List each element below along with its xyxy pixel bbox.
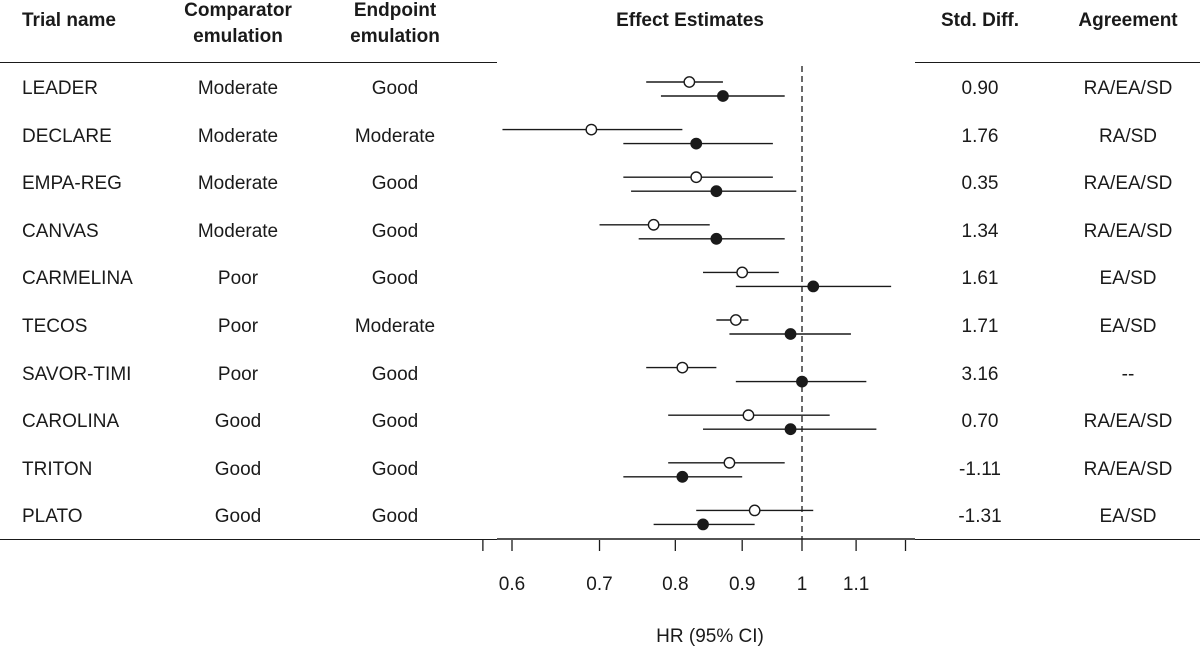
endpoint-emulation-cell: Good <box>371 363 419 385</box>
x-axis-tick-label: 1.1 <box>843 574 869 595</box>
footer-rule-left <box>0 539 497 540</box>
open-point-estimate <box>736 266 749 279</box>
footer-rule-right <box>915 539 1200 540</box>
x-axis-tick-label: 0.6 <box>499 574 525 595</box>
comparator-emulation-cell: Poor <box>217 268 259 290</box>
std-diff-cell: 0.70 <box>961 411 999 433</box>
comparator-emulation-cell: Moderate <box>197 125 279 147</box>
trial-name-cell: EMPA-REG <box>22 173 122 195</box>
header-trial-name: Trial name <box>22 10 116 31</box>
header-comparator-line2: emulation <box>193 26 283 47</box>
open-point-estimate <box>723 456 736 469</box>
agreement-cell: RA/EA/SD <box>1083 411 1173 433</box>
comparator-emulation-cell: Good <box>214 506 262 528</box>
open-point-estimate <box>729 314 742 326</box>
trial-name-cell: PLATO <box>22 506 83 528</box>
endpoint-emulation-cell: Good <box>371 506 419 528</box>
filled-point-estimate <box>710 185 723 198</box>
x-axis-title: HR (95% CI) <box>656 626 764 647</box>
trial-name-cell: CAROLINA <box>22 411 120 433</box>
trial-name-cell: LEADER <box>22 78 99 99</box>
header-endpoint-line2: emulation <box>350 26 440 47</box>
std-diff-cell: 1.71 <box>961 316 999 337</box>
std-diff-cell: 0.90 <box>961 78 999 99</box>
header-effect-estimates: Effect Estimates <box>616 10 764 31</box>
std-diff-cell: 0.35 <box>961 173 999 195</box>
x-axis-tick-label: 0.9 <box>729 574 755 595</box>
x-axis-tick-label: 0.8 <box>662 574 688 595</box>
open-point-estimate <box>585 123 598 136</box>
agreement-cell: -- <box>1121 363 1135 385</box>
filled-point-estimate <box>710 232 723 245</box>
endpoint-emulation-cell: Good <box>371 268 419 290</box>
header-rule-right <box>915 62 1200 63</box>
open-point-estimate <box>742 409 755 422</box>
x-axis-tick-label: 1 <box>797 574 808 595</box>
std-diff-cell: 3.16 <box>961 363 999 385</box>
header-comparator-line1: Comparator <box>184 0 292 21</box>
open-point-estimate <box>676 361 689 374</box>
trial-name-cell: TRITON <box>22 458 93 480</box>
endpoint-emulation-cell: Good <box>371 173 419 195</box>
agreement-cell: RA/SD <box>1098 125 1158 147</box>
endpoint-emulation-cell: Good <box>371 78 419 99</box>
trial-name-cell: CANVAS <box>22 220 99 242</box>
comparator-emulation-cell: Good <box>214 411 262 433</box>
comparator-emulation-cell: Moderate <box>197 220 279 242</box>
filled-point-estimate <box>784 423 797 436</box>
open-point-estimate <box>748 504 761 517</box>
filled-point-estimate <box>807 280 820 293</box>
open-point-estimate <box>690 171 703 184</box>
comparator-emulation-cell: Good <box>214 458 262 480</box>
std-diff-cell: 1.76 <box>961 125 999 147</box>
filled-point-estimate <box>784 328 797 340</box>
comparator-emulation-cell: Moderate <box>197 78 279 99</box>
filled-point-estimate <box>690 137 703 150</box>
trial-name-cell: TECOS <box>22 316 88 337</box>
endpoint-emulation-cell: Good <box>371 458 419 480</box>
filled-point-estimate <box>796 375 808 388</box>
std-diff-cell: -1.31 <box>958 506 1002 528</box>
x-axis-tick-label: 0.7 <box>586 574 612 595</box>
std-diff-cell: 1.61 <box>961 268 999 290</box>
trial-name-cell: SAVOR-TIMI <box>22 363 132 385</box>
std-diff-cell: -1.11 <box>959 458 1001 480</box>
comparator-emulation-cell: Moderate <box>197 173 279 195</box>
endpoint-emulation-cell: Good <box>371 411 419 433</box>
header-endpoint-line1: Endpoint <box>353 0 437 21</box>
comparator-emulation-cell: Poor <box>217 363 259 385</box>
agreement-cell: EA/SD <box>1099 268 1157 290</box>
filled-point-estimate <box>676 470 689 483</box>
trial-name-cell: DECLARE <box>22 125 112 147</box>
agreement-cell: EA/SD <box>1099 316 1157 337</box>
comparator-emulation-cell: Poor <box>217 316 259 337</box>
endpoint-emulation-cell: Moderate <box>354 125 436 147</box>
std-diff-cell: 1.34 <box>961 220 999 242</box>
endpoint-emulation-cell: Good <box>371 220 419 242</box>
open-point-estimate <box>647 218 660 231</box>
header-agreement: Agreement <box>1078 10 1178 31</box>
agreement-cell: RA/EA/SD <box>1083 173 1173 195</box>
header-std-diff: Std. Diff. <box>940 10 1020 31</box>
open-point-estimate <box>683 76 696 88</box>
agreement-cell: RA/EA/SD <box>1083 220 1173 242</box>
endpoint-emulation-cell: Moderate <box>354 316 436 337</box>
filled-point-estimate <box>697 518 709 531</box>
filled-point-estimate <box>717 90 729 102</box>
trial-name-cell: CARMELINA <box>22 268 133 290</box>
header-rule-left <box>0 62 497 63</box>
agreement-cell: RA/EA/SD <box>1083 458 1173 480</box>
agreement-cell: EA/SD <box>1099 506 1157 528</box>
agreement-cell: RA/EA/SD <box>1083 78 1173 99</box>
